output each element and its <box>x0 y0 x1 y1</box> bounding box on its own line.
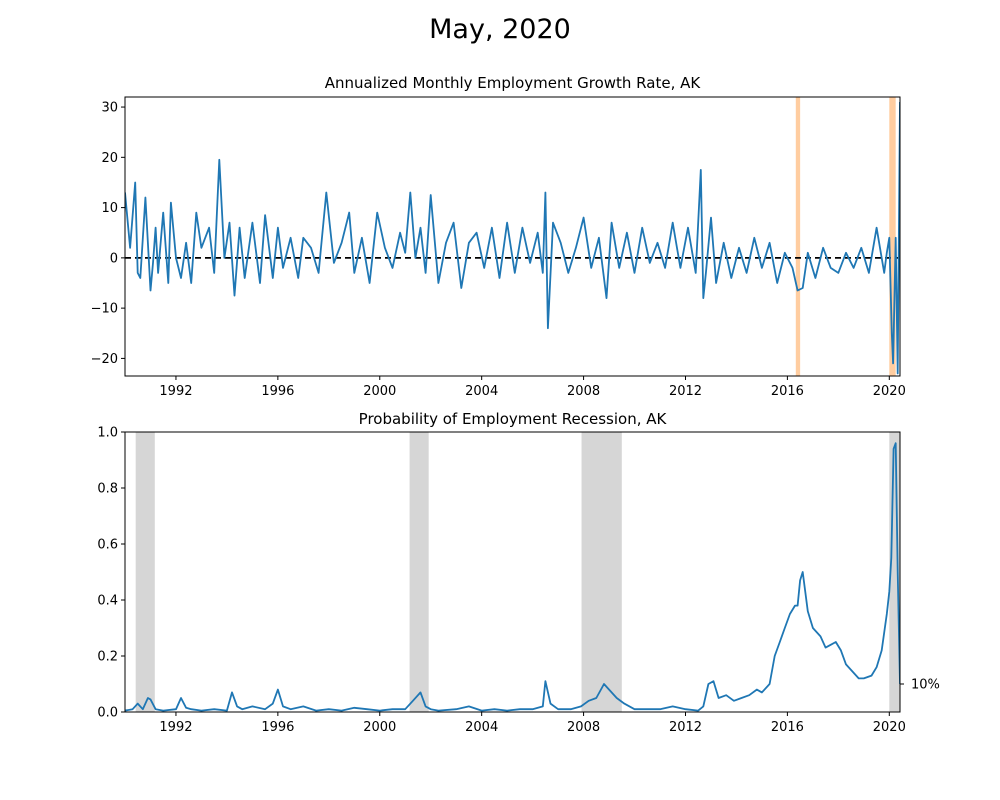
x-tick-label: 2012 <box>669 720 702 735</box>
x-tick-label: 1996 <box>261 720 294 735</box>
probability-series-line <box>125 442 900 712</box>
figure-title: May, 2020 <box>429 14 571 45</box>
x-tick-label: 1992 <box>159 384 192 399</box>
x-tick-label: 1992 <box>159 720 192 735</box>
y-tick-label: 30 <box>101 101 118 116</box>
x-tick-label: 2000 <box>363 720 396 735</box>
x-tick-label: 2016 <box>771 384 804 399</box>
x-tick-label: 2008 <box>567 720 600 735</box>
y-tick-label: 0.8 <box>97 482 118 497</box>
recession-span-3 <box>581 432 622 712</box>
x-tick-label: 2020 <box>873 720 906 735</box>
recession-probability-chart-title: Probability of Employment Recession, AK <box>359 410 668 428</box>
x-tick-label: 2020 <box>873 384 906 399</box>
x-tick-label: 2000 <box>363 384 396 399</box>
recession-span-4 <box>889 432 900 712</box>
highlight-span-1 <box>795 97 801 376</box>
growth-series-line <box>125 101 900 375</box>
x-tick-label: 2016 <box>771 720 804 735</box>
y-tick-label: 0.2 <box>97 650 118 665</box>
y-tick-label: 10 <box>101 201 118 216</box>
x-tick-label: 1996 <box>261 384 294 399</box>
y-tick-label: 0.0 <box>97 706 118 721</box>
growth-axes-frame <box>124 96 901 377</box>
x-tick-label: 2004 <box>465 384 498 399</box>
recession-span-1 <box>135 432 155 712</box>
y-tick-label: 1.0 <box>97 426 118 441</box>
x-tick-label: 2004 <box>465 720 498 735</box>
y-tick-label: 0 <box>110 251 118 266</box>
recession-span-2 <box>409 432 429 712</box>
x-tick-label: 2012 <box>669 384 702 399</box>
growth-rate-chart-title: Annualized Monthly Employment Growth Rat… <box>325 74 702 92</box>
y-tick-label: 20 <box>101 151 118 166</box>
y-tick-label: −20 <box>91 352 118 367</box>
y-tick-label: −10 <box>91 302 118 317</box>
growth-rate-chart: Annualized Monthly Employment Growth Rat… <box>91 74 906 399</box>
probability-axes-frame <box>124 431 901 713</box>
y-tick-label: 0.4 <box>97 594 118 609</box>
x-tick-label: 2008 <box>567 384 600 399</box>
recession-probability-chart: Probability of Employment Recession, AK … <box>97 410 940 735</box>
right-axis-marker-label: 10% <box>911 678 940 693</box>
highlight-span-2 <box>889 97 896 376</box>
y-tick-label: 0.6 <box>97 538 118 553</box>
